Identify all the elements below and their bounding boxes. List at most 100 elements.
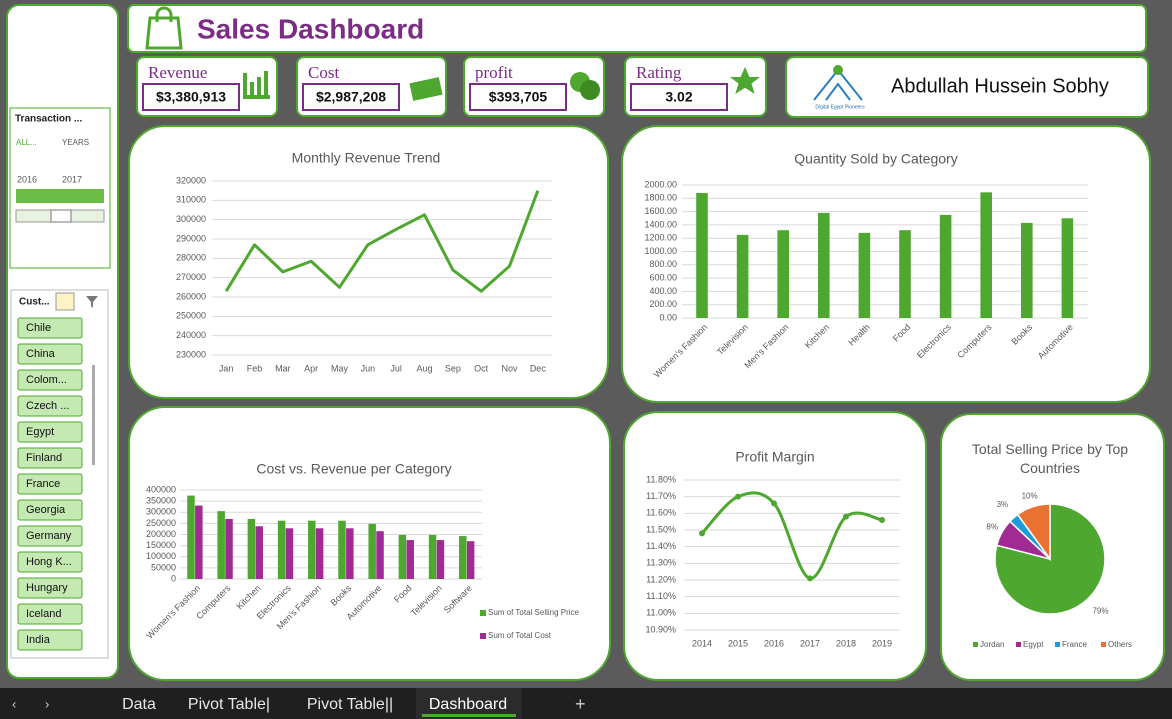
slicer-item-label[interactable]: Colom... [26,374,67,386]
slicer-item[interactable] [17,499,83,521]
y-tick-label: 290000 [176,233,206,243]
chart-title: Cost vs. Revenue per Category [256,461,451,477]
y-tick-label: 50000 [151,562,176,572]
y-tick-label: 11.60% [646,508,676,518]
y-tick-label: 200000 [146,529,176,539]
x-tick-label: Mar [275,363,291,373]
slicer-item-label[interactable]: Hong K... [26,556,72,568]
tab-scroll-left[interactable]: ‹ [12,696,16,711]
tab-scroll-right[interactable]: › [45,696,49,711]
bag-icon [145,16,183,50]
bar [285,528,294,579]
slicer-item-label[interactable]: Chile [26,322,51,334]
slicer-item-label[interactable]: Egypt [26,426,54,438]
slicer-item[interactable] [17,317,83,339]
kpi-value-box [302,83,400,111]
slicer-item-label[interactable]: Iceland [26,608,61,620]
slicer-item-label[interactable]: France [26,478,60,490]
timeline-bar[interactable] [16,189,104,203]
y-tick-label: 11.70% [646,491,676,501]
x-tick-label: Jul [390,363,402,373]
x-tick-label: Apr [304,363,318,373]
revenue-icon [243,71,270,99]
slicer-item-label[interactable]: China [26,348,56,360]
x-tick-label: Jun [361,363,376,373]
slicer-title: Cust... [19,297,50,308]
y-tick-label: 300000 [176,214,206,224]
slicer-item-label[interactable]: Hungary [26,582,68,594]
legend-label: Sum of Total Cost [488,631,552,640]
kpi-value-box [630,83,728,111]
sheet-tab[interactable]: Pivot Table|| [307,696,393,713]
bar [466,541,475,579]
slicer-item[interactable] [17,629,83,651]
legend-label: France [1062,640,1087,649]
legend-label: Jordan [980,640,1004,649]
data-label: 8% [986,522,998,531]
marker [879,517,885,523]
kpi-label: Rating [636,63,682,82]
slicer-item[interactable] [17,525,83,547]
slicer-item-label[interactable]: Finland [26,452,62,464]
clear-filter-button[interactable] [86,296,98,308]
kpi-value: 3.02 [665,89,692,105]
add-sheet[interactable]: + [575,694,586,714]
slicer-item[interactable] [17,447,83,469]
slicer-item-label[interactable]: Georgia [26,504,66,516]
chart-title-box: Total Selling Price by Top Countries [972,441,1128,476]
marker [807,575,813,582]
logo-icon [833,65,843,75]
multi-select-button[interactable] [55,292,75,311]
kpi-label: profit [475,63,513,82]
y-tick-label: 1600.00 [644,206,677,216]
slicer-item[interactable] [17,603,83,625]
legend-swatch [480,610,486,616]
slicer-level[interactable]: YEARS [62,138,89,147]
y-tick-label: 100000 [146,551,176,561]
year-label: 2017 [62,174,82,184]
y-tick-label: 10.90% [645,624,676,634]
scroll-thumb[interactable] [50,209,72,223]
active-tab[interactable] [416,688,522,719]
tab-bar [0,688,1172,719]
y-tick-label: 300000 [146,507,176,517]
y-tick-label: 11.30% [646,558,676,568]
bar [736,234,749,318]
y-tick-label: 400000 [146,484,176,494]
marker [699,530,705,537]
slicer-item[interactable] [17,395,83,417]
bag-icon [155,6,173,22]
slicer-item[interactable] [17,343,83,365]
y-tick-label: 260000 [176,291,206,301]
year-slicer [9,107,111,269]
y-tick-label: 1400.00 [644,219,677,229]
sheet-tab[interactable]: Data [122,696,156,713]
scrollbar[interactable] [92,365,95,465]
bar [1021,222,1033,318]
y-tick-label: 600.00 [649,272,677,282]
y-tick-label: 240000 [176,330,206,340]
slicer-item[interactable] [17,421,83,443]
sheet-tab[interactable]: Dashboard [429,696,507,713]
bar [428,534,437,579]
slicer-item[interactable] [17,577,83,599]
x-tick-label: 2014 [692,638,712,648]
slicer-item[interactable] [17,551,83,573]
bar [346,528,354,579]
kpi-value: $2,987,208 [316,89,386,105]
slicer-all[interactable]: ALL... [16,138,37,147]
bar [376,531,384,579]
slicer-item-label[interactable]: Germany [26,530,72,542]
slicer-item-label[interactable]: Czech ... [26,400,69,412]
bar [858,232,871,318]
sheet-tab[interactable]: Pivot Table| [188,696,270,713]
slicer-item[interactable] [17,369,83,391]
bar [696,192,708,318]
slicer-item-label[interactable]: India [26,634,51,646]
dashboard-title: Sales Dashboard [197,13,424,44]
slicer-item[interactable] [17,473,83,495]
x-tick-label: Nov [501,363,518,373]
y-tick-label: 11.40% [646,541,676,551]
year-label: 2016 [17,174,37,184]
marker [771,500,777,507]
